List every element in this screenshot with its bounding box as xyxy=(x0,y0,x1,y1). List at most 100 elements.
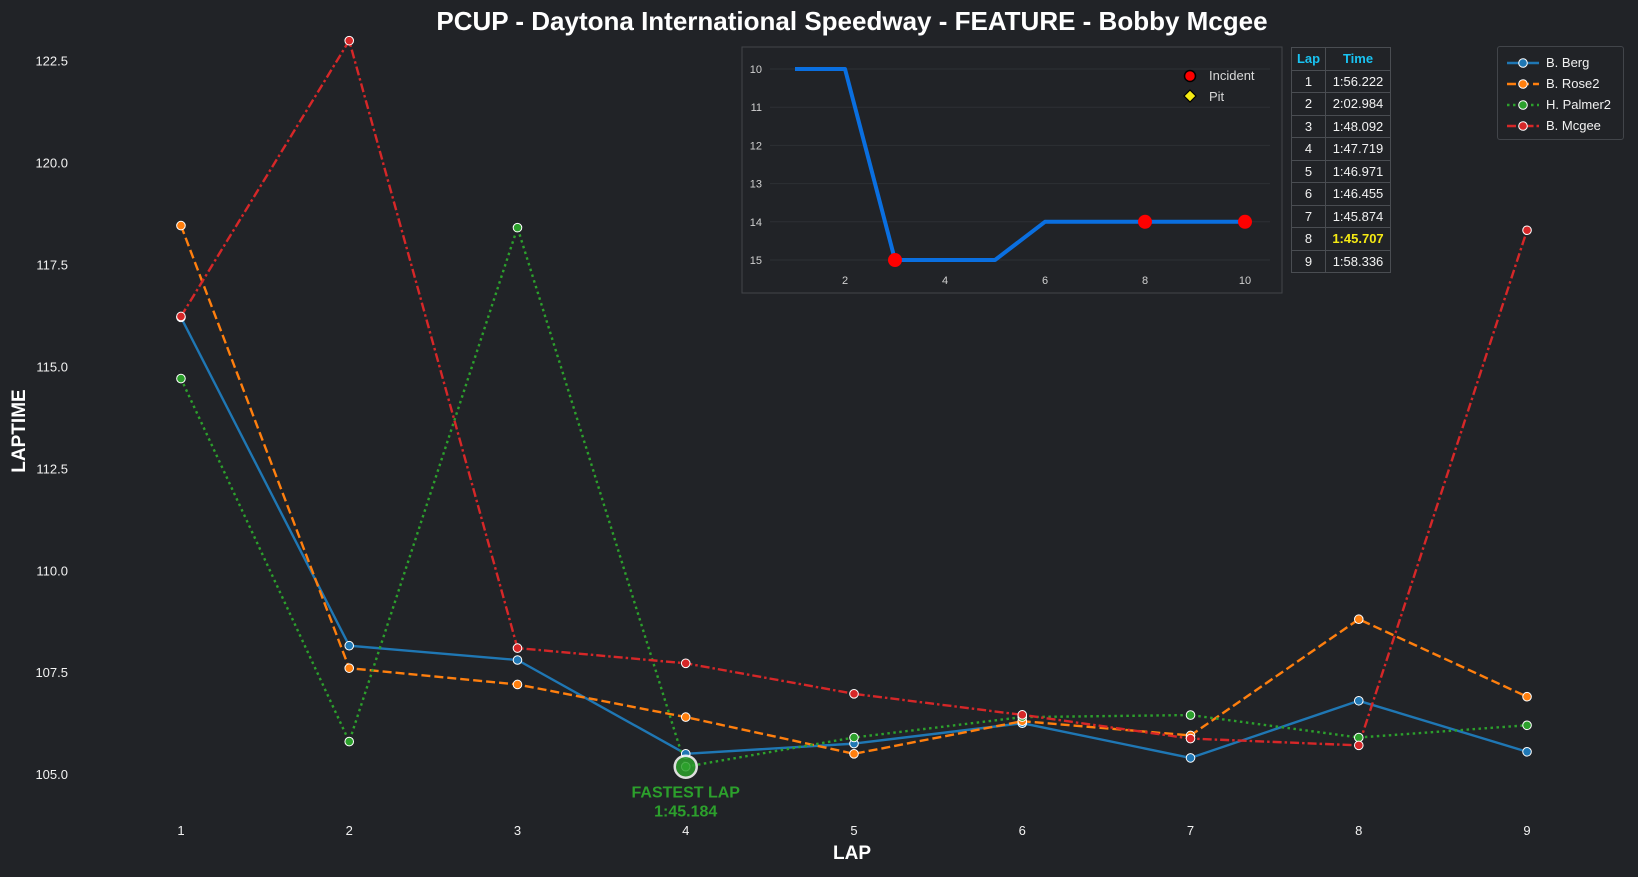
legend-swatch xyxy=(1507,120,1539,131)
inset-y-tick-label: 10 xyxy=(750,64,762,76)
x-tick-label: 7 xyxy=(1187,823,1194,838)
y-tick-label: 115.0 xyxy=(36,359,68,374)
lap-column-header: Lap xyxy=(1291,47,1326,71)
inset-x-tick-label: 8 xyxy=(1142,275,1148,287)
lap-time: 1:45.874 xyxy=(1325,204,1391,228)
position-inset-chart: 10 11 12 13 14 15 2 4 6 8 10 Incident Pit xyxy=(741,46,1283,294)
legend-item-b-berg: B. Berg xyxy=(1498,52,1623,73)
y-tick-label: 112.5 xyxy=(36,461,68,476)
data-point-h-palmer2 xyxy=(176,373,186,384)
data-point-b-mcgee xyxy=(680,658,691,669)
time-column-header: Time xyxy=(1325,47,1391,71)
incident-legend-marker xyxy=(1183,69,1197,83)
x-tick-label: 4 xyxy=(682,823,689,838)
x-axis-label: LAP xyxy=(833,843,871,864)
inset-y-tick-label: 15 xyxy=(750,255,762,267)
lap-row: 8 1:45.707 xyxy=(1291,227,1391,251)
data-point-b-berg xyxy=(512,655,523,665)
chart-title: PCUP - Daytona International Speedway - … xyxy=(436,6,1267,36)
lap-row: 5 1:46.971 xyxy=(1291,159,1391,183)
y-tick-label: 122.5 xyxy=(35,53,68,68)
legend-item-b-mcgee: B. Mcgee xyxy=(1498,115,1623,136)
pit-legend-label: Pit xyxy=(1209,89,1225,104)
y-tick-label: 107.5 xyxy=(35,665,68,680)
incident-legend-label: Incident xyxy=(1209,68,1255,83)
inset-y-tick-label: 12 xyxy=(750,140,762,152)
data-point-b-mcgee xyxy=(1185,733,1196,744)
legend-label: H. Palmer2 xyxy=(1546,97,1612,112)
data-point-b-mcgee xyxy=(512,643,523,653)
data-point-h-palmer2 xyxy=(1353,732,1364,743)
legend-label: B. Rose2 xyxy=(1546,76,1600,91)
legend-item-b-rose2: B. Rose2 xyxy=(1498,73,1623,94)
lap-time: 1:45.707 xyxy=(1325,227,1391,251)
data-point-b-rose2 xyxy=(680,712,691,722)
data-point-b-rose2 xyxy=(176,220,186,231)
x-tick-label: 1 xyxy=(177,823,184,838)
data-point-h-palmer2 xyxy=(512,222,523,233)
incident-marker xyxy=(1238,214,1252,229)
y-axis-label: LAPTIME xyxy=(9,389,30,472)
legend-swatch xyxy=(1507,78,1539,89)
lap-row: 1 1:56.222 xyxy=(1291,69,1391,93)
data-point-b-rose2 xyxy=(1522,691,1532,702)
data-point-h-palmer2 xyxy=(849,732,859,743)
data-point-h-palmer2 xyxy=(1185,710,1196,720)
lap-row: 4 1:47.719 xyxy=(1291,137,1391,161)
legend-label: B. Berg xyxy=(1546,55,1590,70)
data-point-h-palmer2 xyxy=(344,736,355,747)
fastest-lap-label: FASTEST LAP xyxy=(632,785,741,802)
inset-x-tick-label: 4 xyxy=(942,275,948,287)
x-tick-label: 2 xyxy=(346,823,353,838)
lap-time: 1:48.092 xyxy=(1325,114,1391,138)
inset-x-tick-label: 10 xyxy=(1239,275,1251,287)
data-point-b-mcgee xyxy=(1353,740,1364,751)
lap-number: 8 xyxy=(1291,227,1326,251)
series-line-b-rose2 xyxy=(179,225,1528,756)
lap-number: 2 xyxy=(1291,92,1326,116)
y-tick-label: 110.0 xyxy=(36,563,68,578)
y-tick-label: 105.0 xyxy=(35,767,68,782)
data-point-b-mcgee xyxy=(344,35,355,46)
fastest-lap-marker xyxy=(673,754,698,779)
lap-number: 1 xyxy=(1291,69,1326,93)
data-point-b-mcgee xyxy=(1017,710,1028,720)
lap-number: 6 xyxy=(1291,182,1326,206)
legend-label: B. Mcgee xyxy=(1546,118,1601,133)
x-tick-label: 9 xyxy=(1523,823,1530,838)
legend-item-h-palmer2: H. Palmer2 xyxy=(1498,94,1623,115)
lap-number: 9 xyxy=(1291,249,1326,273)
series-line-h-palmer2 xyxy=(179,226,1528,768)
x-tick-label: 6 xyxy=(1019,823,1026,838)
lap-row: 6 1:46.455 xyxy=(1291,182,1391,206)
data-point-b-berg xyxy=(1353,695,1364,706)
legend-swatch xyxy=(1507,99,1539,110)
x-tick-label: 3 xyxy=(514,823,521,838)
data-point-b-berg xyxy=(1185,753,1196,763)
inset-y-tick-label: 13 xyxy=(750,179,762,191)
data-point-b-rose2 xyxy=(849,749,859,759)
incident-marker xyxy=(888,253,902,267)
inset-x-tick-label: 6 xyxy=(1042,275,1048,287)
x-tick-label: 5 xyxy=(850,823,857,838)
lap-row: 7 1:45.874 xyxy=(1291,204,1391,228)
inset-y-tick-label: 11 xyxy=(751,102,762,114)
series-legend: B. Berg B. Rose2 H. Palmer2 B. Mcgee xyxy=(1497,46,1624,140)
data-point-b-mcgee xyxy=(849,689,859,699)
inset-y-tick-label: 14 xyxy=(750,217,762,229)
lap-row: 9 1:58.336 xyxy=(1291,249,1391,273)
series-line-b-mcgee xyxy=(179,39,1529,747)
lap-number: 4 xyxy=(1291,137,1326,161)
inset-x-tick-label: 2 xyxy=(842,275,848,287)
y-tick-label: 117.5 xyxy=(36,257,68,272)
lap-time: 1:56.222 xyxy=(1325,69,1391,93)
data-point-b-berg xyxy=(344,640,355,651)
lap-number: 7 xyxy=(1291,204,1326,228)
lap-row: 2 2:02.984 xyxy=(1291,92,1391,116)
data-point-b-berg xyxy=(1522,746,1532,757)
x-tick-label: 8 xyxy=(1355,823,1362,838)
lap-time: 1:47.719 xyxy=(1325,137,1391,161)
data-point-b-rose2 xyxy=(344,663,355,673)
